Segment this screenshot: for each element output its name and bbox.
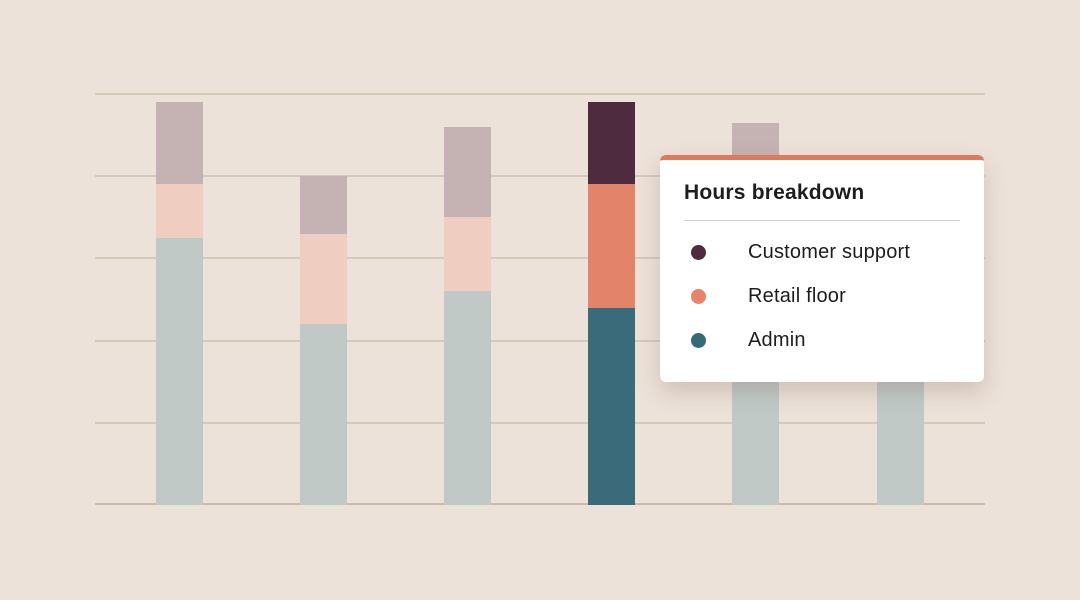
legend-dot — [691, 333, 706, 348]
legend-label: Retail floor — [748, 285, 846, 307]
tooltip-legend: Customer support Retail floor Admin — [684, 221, 960, 352]
bar-2[interactable] — [300, 176, 347, 505]
x-axis-baseline — [95, 503, 985, 505]
segment-admin — [300, 324, 347, 505]
legend-label: Customer support — [748, 241, 911, 263]
segment-retail-floor — [156, 184, 203, 238]
segment-admin — [156, 237, 203, 505]
tooltip-title: Hours breakdown — [684, 181, 865, 204]
legend-item-retail-floor: Retail floor — [684, 285, 960, 308]
tooltip-divider — [684, 220, 960, 221]
gridline — [95, 93, 985, 95]
legend-item-customer-support: Customer support — [684, 241, 960, 264]
legend-dot — [691, 289, 706, 304]
segment-retail-floor — [588, 184, 635, 308]
segment-retail-floor — [300, 233, 347, 325]
bar-1[interactable] — [156, 102, 203, 505]
gridline — [95, 340, 985, 342]
segment-customer-support — [588, 102, 635, 185]
gridline — [95, 175, 985, 177]
segment-customer-support — [300, 176, 347, 234]
bar-4-highlighted[interactable] — [588, 102, 635, 505]
segment-admin — [444, 291, 491, 505]
legend-label: Admin — [748, 329, 806, 351]
legend-dot — [691, 245, 706, 260]
hours-breakdown-tooltip: Hours breakdown Customer support Retail f… — [660, 155, 984, 382]
legend-item-admin: Admin — [684, 329, 960, 352]
segment-customer-support — [444, 126, 491, 218]
gridline — [95, 257, 985, 259]
segment-admin — [588, 307, 635, 505]
gridline — [95, 422, 985, 424]
segment-customer-support — [156, 102, 203, 185]
bar-3[interactable] — [444, 126, 491, 505]
segment-retail-floor — [444, 217, 491, 292]
